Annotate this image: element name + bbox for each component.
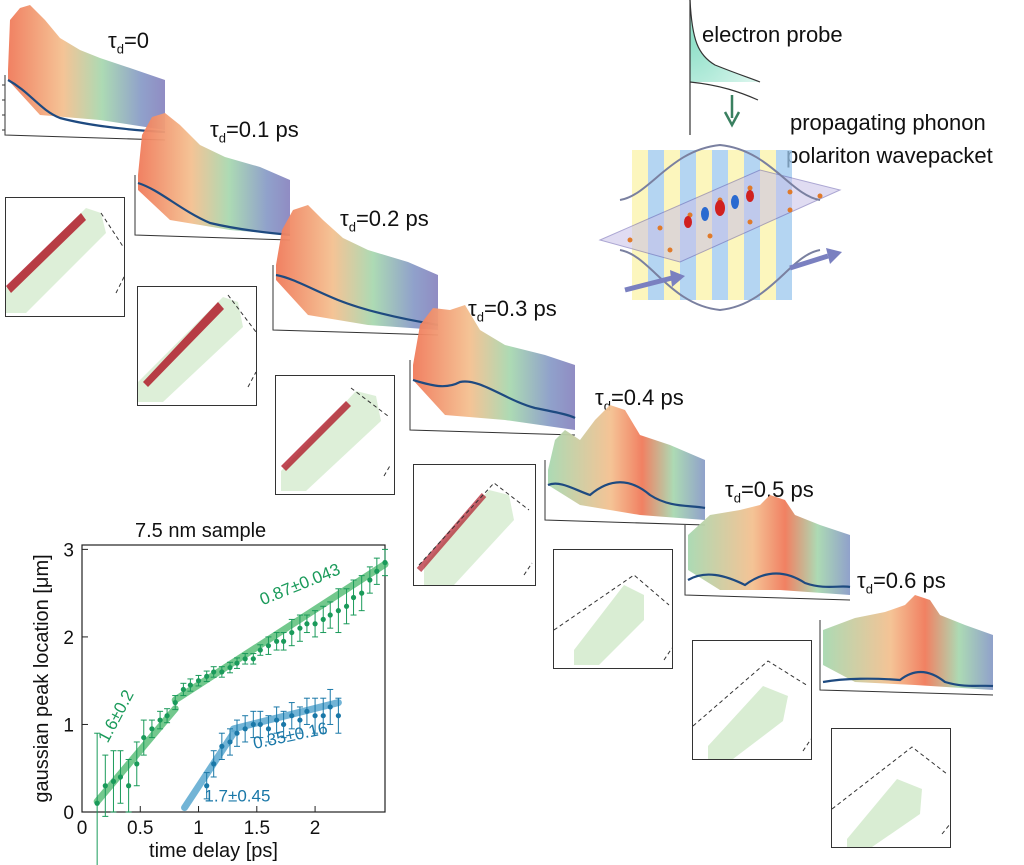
x-tick-label: 1 <box>193 818 204 839</box>
surface-plot-2 <box>272 205 439 336</box>
data-point <box>126 783 132 789</box>
data-point <box>219 669 225 675</box>
data-point <box>265 643 272 649</box>
data-point <box>335 713 341 719</box>
y-tick-label: 0 <box>63 803 74 824</box>
data-point <box>250 656 256 662</box>
data-point <box>187 682 193 688</box>
surface-plot-0 <box>2 5 166 141</box>
data-point <box>359 590 365 596</box>
fit-line-2 <box>181 729 237 812</box>
chart-title: 7.5 nm sample <box>135 520 267 542</box>
data-point <box>219 743 225 749</box>
inset-image-3 <box>275 375 395 495</box>
x-axis-label: time delay [ps] <box>149 840 278 862</box>
data-point <box>374 568 380 574</box>
data-point <box>250 721 256 728</box>
probe-label: electron probe <box>702 22 843 47</box>
data-point <box>234 660 240 666</box>
y-tick-label: 2 <box>63 628 74 649</box>
surface-plot-6 <box>819 595 994 696</box>
data-point <box>204 673 210 679</box>
surface-plot-5 <box>684 495 851 601</box>
data-point <box>242 656 248 662</box>
inset-image-6 <box>692 640 812 760</box>
data-point <box>304 708 310 714</box>
data-point <box>180 686 186 693</box>
wavepacket-label-1: propagating phonon <box>790 110 986 135</box>
tau-label-0: τd=0 <box>108 28 150 57</box>
tau-label-4: τd=0.4 ps <box>595 385 684 414</box>
x-tick-label: 0.5 <box>127 818 153 839</box>
data-point <box>312 713 318 719</box>
data-point <box>164 713 170 719</box>
data-point <box>117 774 124 780</box>
tau-label-2: τd=0.2 ps <box>340 206 429 235</box>
data-point <box>265 726 272 732</box>
data-point <box>227 664 233 671</box>
data-point <box>157 717 163 723</box>
surface-plot-4 <box>544 405 706 526</box>
fit-line-0 <box>93 705 179 805</box>
data-point <box>110 778 117 784</box>
fit-label-0: 1.6±0.2 <box>94 687 137 746</box>
data-point <box>327 704 333 710</box>
y-axis-label: gaussian peak location [μm] <box>31 554 53 802</box>
data-point <box>297 625 303 631</box>
data-point <box>304 621 310 627</box>
plot-frame <box>81 544 386 813</box>
data-point <box>234 730 240 736</box>
data-point <box>274 717 280 723</box>
data-point <box>141 734 147 741</box>
data-point <box>172 699 178 706</box>
data-point <box>367 577 373 583</box>
data-point <box>320 616 326 623</box>
wavepacket-schematic <box>598 0 842 312</box>
surface-plot-1 <box>134 113 291 241</box>
inset-image-2 <box>137 286 257 406</box>
data-point <box>335 608 341 614</box>
data-point <box>281 638 287 644</box>
data-point <box>343 603 350 609</box>
tau-label-1: τd=0.1 ps <box>210 117 299 146</box>
data-point <box>320 713 326 719</box>
surface-plot-3 <box>409 305 576 436</box>
x-tick-label: 2 <box>310 818 321 839</box>
inset-image-5 <box>553 549 673 669</box>
data-point <box>257 647 263 653</box>
data-point <box>242 726 248 732</box>
data-point <box>195 678 202 684</box>
data-point <box>204 783 210 789</box>
inset-image-4 <box>413 464 536 586</box>
data-point <box>350 594 357 601</box>
data-point <box>289 713 295 719</box>
data-point <box>312 621 318 627</box>
data-point <box>297 717 303 723</box>
data-point <box>274 638 280 644</box>
y-tick-label: 3 <box>63 540 74 561</box>
data-point <box>289 629 295 636</box>
wavepacket-label-2: polariton wavepacket <box>786 143 993 168</box>
x-tick-label: 1.5 <box>244 818 270 839</box>
data-point <box>149 726 155 732</box>
data-point <box>94 800 100 806</box>
x-tick-label: 0 <box>77 818 88 839</box>
fit-label-2: 1.7±0.45 <box>204 786 270 805</box>
tau-label-6: τd=0.6 ps <box>857 568 946 597</box>
tau-label-3: τd=0.3 ps <box>468 296 557 325</box>
data-point <box>134 761 140 767</box>
data-point <box>227 739 233 745</box>
data-point <box>211 761 217 767</box>
data-point <box>327 612 333 618</box>
data-point <box>211 669 217 675</box>
data-point <box>382 559 388 566</box>
fit-line-1 <box>171 560 389 704</box>
data-point <box>281 721 287 728</box>
inset-image-1 <box>5 197 125 317</box>
data-point <box>257 721 263 728</box>
inset-image-7 <box>831 728 951 848</box>
y-tick-label: 1 <box>63 715 74 736</box>
data-point <box>102 783 108 789</box>
